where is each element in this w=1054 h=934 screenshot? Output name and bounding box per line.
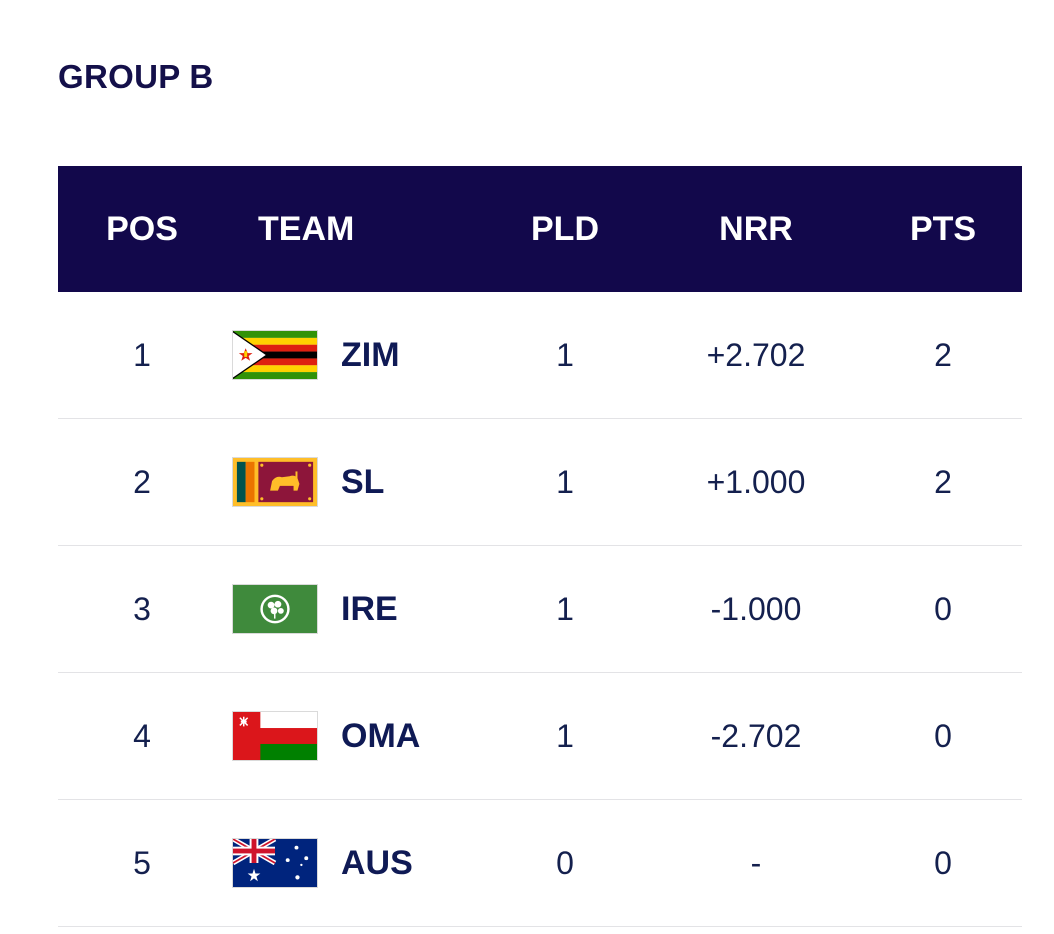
position: 4 [133, 717, 151, 754]
net-run-rate: -1.000 [710, 590, 802, 627]
ireland-cricket-flag-icon [232, 584, 318, 634]
header-team: TEAM [258, 209, 355, 248]
team-name[interactable]: AUS [341, 843, 413, 882]
played: 1 [556, 590, 574, 627]
net-run-rate: +2.702 [706, 336, 806, 373]
table-row[interactable]: 5 AUS 0 - 0 [58, 800, 1022, 927]
team-name[interactable]: SL [341, 462, 385, 501]
points: 0 [934, 590, 952, 627]
team-name[interactable]: IRE [341, 589, 398, 628]
points: 0 [934, 717, 952, 754]
points: 0 [934, 844, 952, 881]
table-row[interactable]: 2 SL 1 +1.000 2 [58, 419, 1022, 546]
played: 0 [556, 844, 574, 881]
header-nrr: NRR [719, 209, 793, 248]
played: 1 [556, 463, 574, 500]
team-name[interactable]: OMA [341, 716, 421, 755]
zimbabwe-flag-icon [232, 330, 318, 380]
net-run-rate: -2.702 [710, 717, 802, 754]
position: 2 [133, 463, 151, 500]
table-row[interactable]: 4 OMA 1 -2.702 0 [58, 673, 1022, 800]
team-name[interactable]: ZIM [341, 335, 400, 374]
position: 3 [133, 590, 151, 627]
table-header: POS TEAM PLD NRR PTS [58, 166, 1022, 292]
australia-flag-icon [232, 838, 318, 888]
table-row[interactable]: 3 IRE 1 -1.000 0 [58, 546, 1022, 673]
oman-flag-icon [232, 711, 318, 761]
header-pld: PLD [531, 209, 599, 248]
table-row[interactable]: 1 ZIM 1 +2.702 2 [58, 292, 1022, 419]
header-pos: POS [106, 209, 178, 248]
header-pts: PTS [909, 209, 977, 248]
points: 2 [934, 463, 952, 500]
points: 2 [934, 336, 952, 373]
net-run-rate: - [750, 844, 762, 881]
standings-table: POS TEAM PLD NRR PTS 1 ZIM 1 +2.702 [58, 166, 1022, 927]
position: 1 [133, 336, 151, 373]
net-run-rate: +1.000 [706, 463, 806, 500]
played: 1 [556, 717, 574, 754]
played: 1 [556, 336, 574, 373]
position: 5 [133, 844, 151, 881]
group-title: GROUP B [58, 58, 214, 95]
sri-lanka-flag-icon [232, 457, 318, 507]
